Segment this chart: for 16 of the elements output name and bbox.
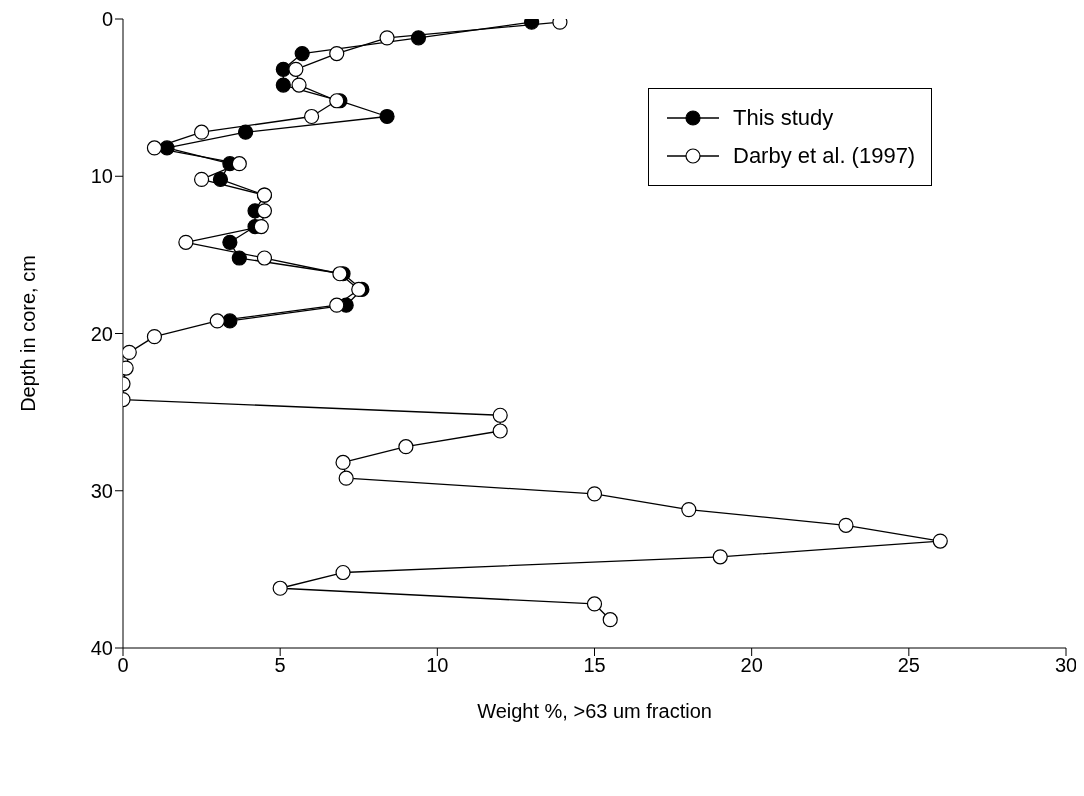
x-tick-label: 20 [740, 654, 763, 677]
x-tick-label: 5 [274, 654, 286, 677]
y-tick-label: 30 [90, 479, 113, 502]
y-axis-title: Depth in core, cm [17, 255, 40, 412]
legend-label: This study [733, 105, 834, 131]
y-tick-label: 40 [90, 637, 113, 660]
x-tick-label: 0 [117, 654, 129, 677]
x-tick-label: 10 [426, 654, 449, 677]
x-axis-title: Weight %, >63 um fraction [477, 700, 712, 722]
y-tick-label: 10 [90, 165, 113, 188]
y-tick-label: 0 [101, 8, 113, 31]
y-tick-label: 20 [90, 322, 113, 345]
x-tick-label: 15 [583, 654, 606, 677]
x-tick-label: 30 [1054, 654, 1078, 677]
legend-label: Darby et al. (1997) [733, 143, 916, 169]
x-tick-label: 25 [897, 654, 920, 677]
